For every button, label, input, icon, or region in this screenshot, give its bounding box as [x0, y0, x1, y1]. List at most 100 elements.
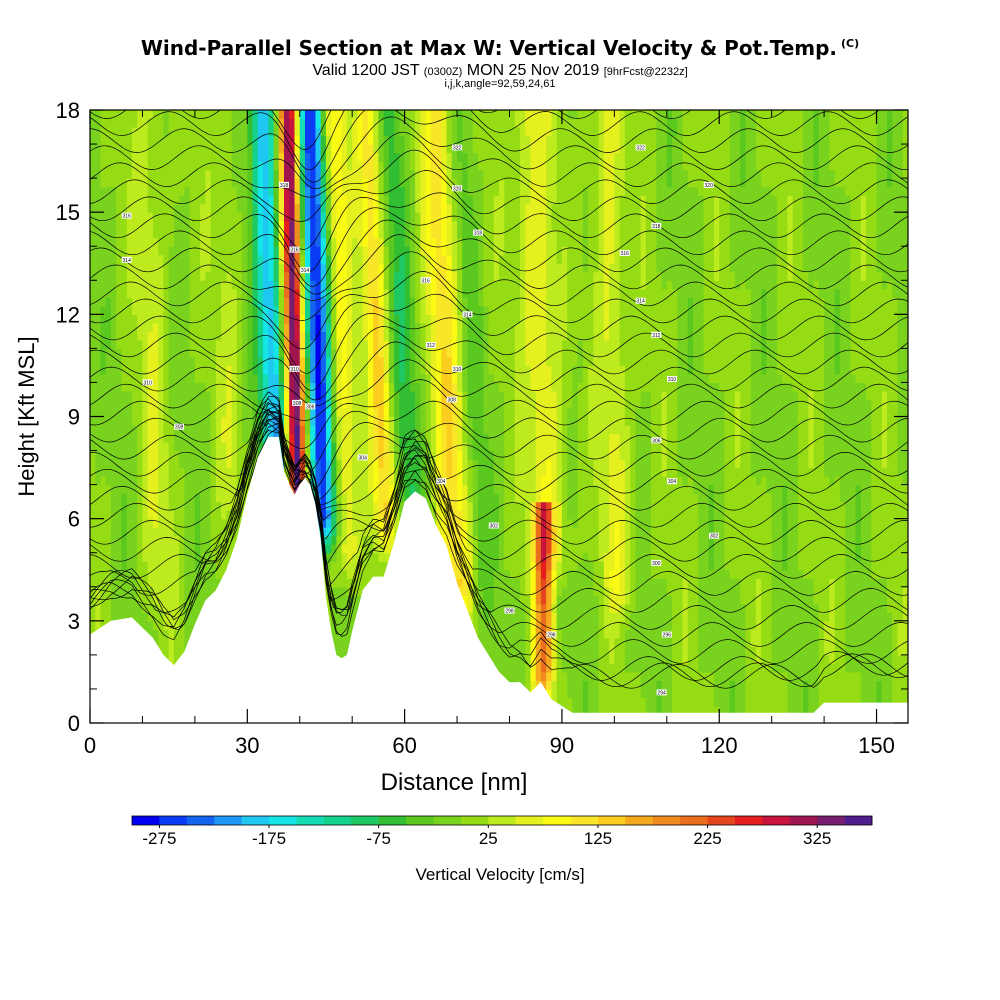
- velocity-cell: [100, 169, 107, 179]
- velocity-cell: [90, 152, 96, 162]
- velocity-cell: [299, 297, 306, 307]
- velocity-cell: [184, 288, 191, 298]
- velocity-cell: [126, 288, 133, 298]
- velocity-cell: [367, 399, 374, 409]
- velocity-cell: [95, 544, 102, 554]
- velocity-cell: [336, 399, 343, 409]
- velocity-cell: [278, 229, 285, 239]
- velocity-cell: [116, 518, 123, 528]
- velocity-cell: [446, 433, 453, 443]
- velocity-cell: [362, 237, 369, 247]
- velocity-cell: [436, 118, 442, 128]
- velocity-cell: [394, 280, 400, 290]
- velocity-cell: [158, 161, 165, 171]
- velocity-cell: [357, 407, 364, 418]
- velocity-cell: [137, 603, 144, 613]
- velocity-cell: [152, 195, 159, 205]
- velocity-cell: [173, 390, 180, 401]
- velocity-cell: [383, 144, 390, 154]
- velocity-cell: [90, 620, 96, 630]
- velocity-cell: [325, 552, 332, 562]
- velocity-cell: [215, 510, 222, 520]
- velocity-cell: [273, 195, 280, 205]
- velocity-cell: [158, 459, 165, 469]
- velocity-cell: [247, 144, 254, 154]
- velocity-cell: [121, 280, 128, 290]
- velocity-cell: [105, 595, 112, 605]
- velocity-cell: [231, 178, 238, 188]
- velocity-cell: [409, 297, 416, 307]
- velocity-cell: [331, 356, 338, 367]
- velocity-cell: [95, 161, 102, 171]
- velocity-cell: [320, 127, 327, 137]
- velocity-cell: [231, 450, 238, 460]
- velocity-cell: [194, 305, 201, 315]
- velocity-cell: [304, 246, 311, 256]
- velocity-cell: [121, 586, 128, 596]
- velocity-cell: [346, 399, 353, 409]
- velocity-cell: [352, 297, 359, 307]
- velocity-cell: [137, 416, 144, 426]
- velocity-cell: [200, 433, 206, 443]
- velocity-cell: [357, 535, 364, 545]
- velocity-cell: [357, 433, 364, 443]
- velocity-cell: [158, 288, 165, 298]
- velocity-cell: [357, 152, 364, 162]
- velocity-cell: [320, 425, 327, 435]
- velocity-cell: [142, 110, 149, 120]
- velocity-cell: [299, 229, 306, 239]
- velocity-cell: [205, 161, 212, 171]
- velocity-cell: [420, 246, 427, 256]
- velocity-cell: [352, 152, 359, 162]
- velocity-cell: [116, 407, 123, 418]
- velocity-cell: [247, 467, 254, 477]
- velocity-cell: [399, 382, 406, 392]
- velocity-cell: [430, 297, 437, 307]
- velocity-cell: [90, 203, 96, 213]
- velocity-cell: [294, 212, 301, 222]
- velocity-cell: [231, 152, 238, 162]
- velocity-cell: [404, 365, 411, 375]
- velocity-cell: [100, 178, 107, 188]
- velocity-cell: [409, 365, 416, 375]
- velocity-cell: [121, 552, 128, 562]
- velocity-cell: [425, 305, 432, 315]
- velocity-cell: [221, 271, 227, 281]
- velocity-cell: [299, 212, 306, 222]
- velocity-cell: [90, 399, 96, 409]
- velocity-cell: [163, 314, 170, 324]
- velocity-cell: [362, 356, 369, 367]
- velocity-cell: [268, 135, 275, 145]
- velocity-cell: [205, 365, 212, 375]
- velocity-cell: [242, 459, 248, 469]
- velocity-cell: [110, 254, 117, 264]
- velocity-cell: [100, 484, 107, 494]
- velocity-cell: [436, 518, 442, 528]
- velocity-cell: [200, 416, 206, 426]
- velocity-cell: [331, 407, 338, 418]
- velocity-cell: [352, 544, 359, 554]
- velocity-cell: [420, 331, 427, 341]
- velocity-cell: [105, 271, 112, 281]
- velocity-cell: [284, 280, 290, 290]
- velocity-cell: [137, 569, 144, 579]
- velocity-cell: [378, 118, 385, 128]
- velocity-cell: [409, 373, 416, 384]
- velocity-cell: [446, 118, 453, 128]
- velocity-cell: [257, 339, 264, 349]
- velocity-cell: [147, 127, 154, 137]
- velocity-cell: [147, 425, 154, 435]
- velocity-cell: [173, 544, 180, 554]
- velocity-cell: [168, 603, 175, 613]
- velocity-cell: [236, 339, 243, 349]
- velocity-cell: [168, 331, 175, 341]
- velocity-cell: [95, 135, 102, 145]
- velocity-cell: [388, 390, 395, 401]
- velocity-cell: [158, 271, 165, 281]
- velocity-cell: [409, 195, 416, 205]
- velocity-cell: [95, 110, 102, 120]
- velocity-cell: [200, 135, 206, 145]
- velocity-cell: [163, 288, 170, 298]
- velocity-cell: [110, 178, 117, 188]
- velocity-cell: [263, 407, 269, 418]
